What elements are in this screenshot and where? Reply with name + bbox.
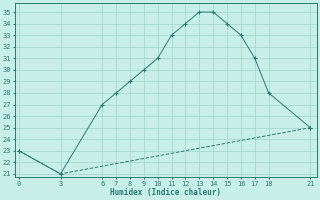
X-axis label: Humidex (Indice chaleur): Humidex (Indice chaleur) xyxy=(110,188,221,197)
